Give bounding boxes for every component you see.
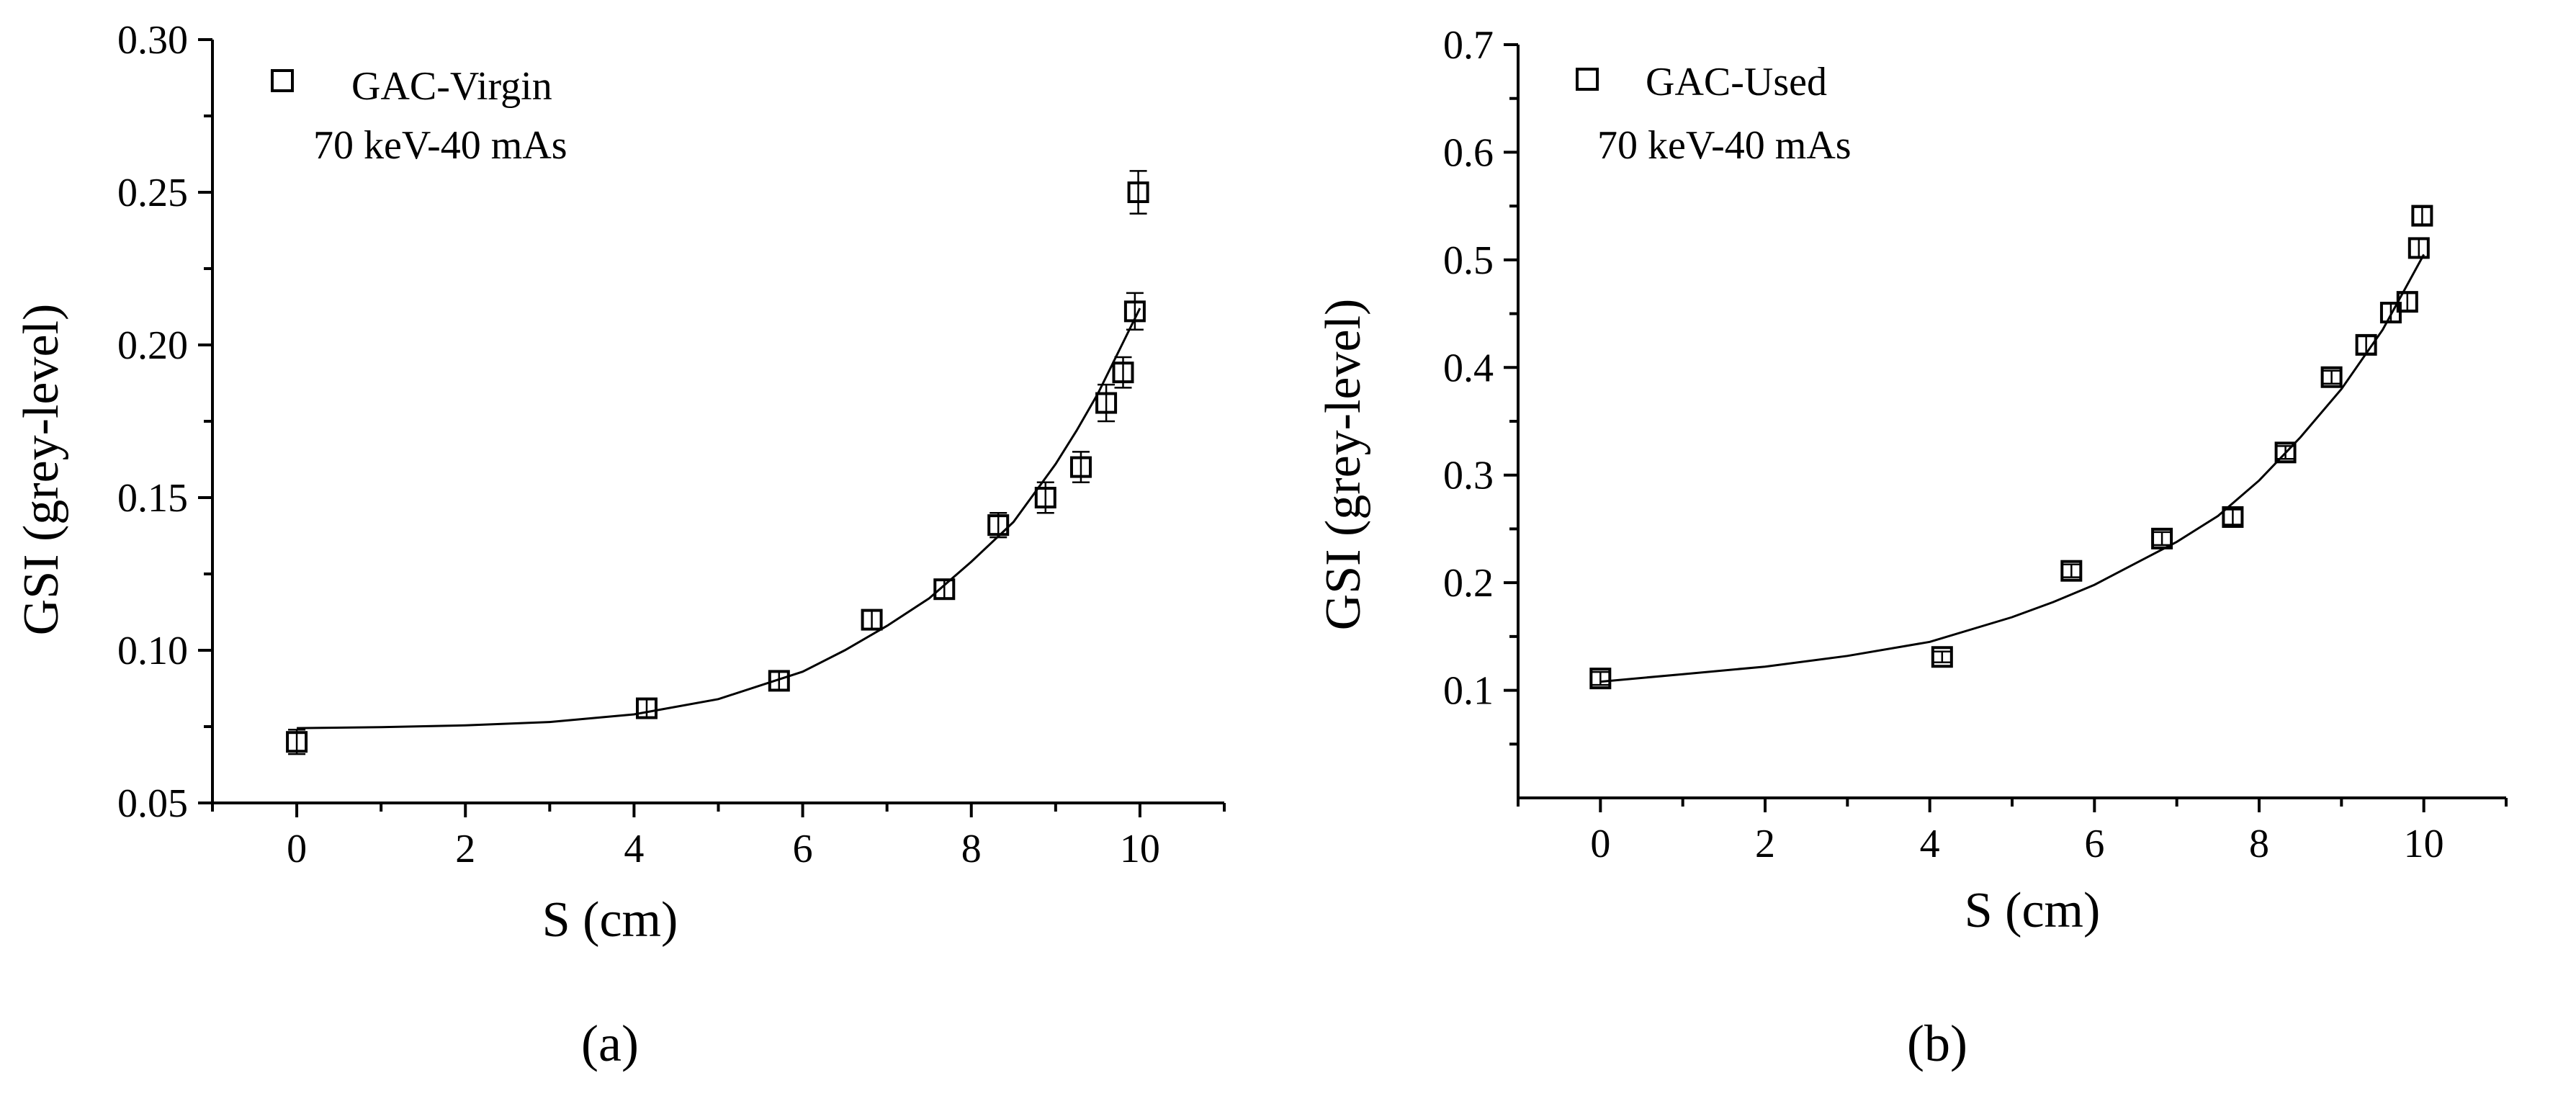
panel-label-b: (b)	[1907, 1015, 1967, 1072]
data-point-a	[1069, 456, 1092, 478]
x-tick-label-b: 0	[1590, 822, 1610, 866]
y-tick-label-b: 0.4	[1443, 346, 1494, 390]
legend-marker-a	[271, 69, 294, 92]
data-point-a	[933, 578, 956, 601]
y-tick-label-b: 0.1	[1443, 669, 1494, 714]
data-point-a	[635, 697, 658, 719]
y-tick-label-a: 0.15	[117, 476, 188, 521]
legend-series-name-a: GAC-Virgin	[351, 64, 552, 109]
data-point-b	[2355, 333, 2377, 356]
data-points-a	[286, 170, 1149, 755]
data-point-a	[286, 731, 308, 753]
data-point-a	[768, 670, 790, 692]
data-point-a	[1095, 392, 1118, 414]
y-tick-label-a: 0.10	[117, 629, 188, 673]
data-point-b	[1589, 668, 1612, 690]
legend-marker-b	[1576, 68, 1599, 91]
y-tick-label-b: 0.2	[1443, 561, 1494, 606]
chart-panel-b: 0 2 4 6 8 10 0.1 0.2 0.3 0.4 0.5 0.6 0.7 GAC-Used 70…	[1316, 23, 2508, 1072]
ticks-b: 0 2 4 6 8 10 0.1 0.2 0.3 0.4 0.5 0.6 0.7	[1443, 23, 2508, 866]
data-point-b	[2411, 205, 2433, 227]
data-point-b	[1931, 646, 1953, 668]
x-tick-label-a: 4	[624, 827, 644, 871]
chart-panel-a: 0 2 4 6 8 10 0.05 0.10 0.15 0.20 0.25 0.30 GAC-Virg…	[14, 18, 1226, 1072]
data-point-a	[1123, 300, 1146, 323]
y-tick-label-b: 0.5	[1443, 238, 1494, 283]
x-tick-label-a: 2	[455, 827, 475, 871]
data-point-a	[861, 609, 883, 631]
fit-curve-b	[1600, 253, 2425, 683]
x-tick-label-b: 4	[1920, 822, 1940, 866]
fit-line-a	[297, 307, 1141, 729]
data-point-b	[2320, 366, 2343, 388]
x-tick-label-a: 6	[793, 827, 813, 871]
legend-b: GAC-Used 70 keV-40 mAs	[1576, 60, 1852, 168]
data-point-a	[1034, 487, 1056, 508]
fit-curve-a	[297, 307, 1141, 729]
legend-condition-b: 70 keV-40 mAs	[1597, 123, 1852, 168]
y-tick-label-a: 0.05	[117, 781, 188, 826]
data-point-a	[1127, 181, 1149, 203]
x-tick-label-a: 0	[287, 827, 307, 871]
x-axis-title-a: S (cm)	[542, 892, 678, 948]
ticks-a: 0 2 4 6 8 10 0.05 0.10 0.15 0.20 0.25 0.30	[117, 18, 1226, 871]
data-point-b	[2060, 560, 2083, 582]
legend-a: GAC-Virgin 70 keV-40 mAs	[271, 64, 567, 168]
y-tick-label-b: 0.3	[1443, 454, 1494, 498]
y-tick-label-b: 0.6	[1443, 130, 1494, 175]
x-tick-label-a: 10	[1120, 827, 1160, 871]
x-tick-label-a: 8	[961, 827, 982, 871]
legend-series-name-b: GAC-Used	[1646, 60, 1827, 104]
legend-condition-a: 70 keV-40 mAs	[313, 123, 567, 168]
data-points-b	[1589, 205, 2433, 690]
fit-line-b	[1600, 253, 2425, 683]
data-point-b	[2396, 291, 2418, 313]
x-tick-label-b: 8	[2249, 822, 2269, 866]
data-point-b	[2151, 527, 2173, 549]
y-tick-label-a: 0.20	[117, 323, 188, 368]
y-tick-label-a: 0.30	[117, 18, 188, 63]
x-tick-label-b: 10	[2404, 822, 2444, 866]
x-axis-title-b: S (cm)	[1965, 883, 2101, 938]
panel-label-a: (a)	[581, 1015, 639, 1072]
y-axis-title-a: GSI (grey-level)	[14, 304, 69, 636]
data-point-a	[1112, 362, 1134, 384]
x-tick-label-b: 2	[1755, 822, 1775, 866]
data-point-a	[987, 514, 1010, 536]
y-axis-title-b: GSI (grey-level)	[1316, 299, 1371, 631]
x-tick-label-b: 6	[2084, 822, 2104, 866]
y-tick-label-b: 0.7	[1443, 23, 1494, 68]
data-point-b	[2274, 441, 2297, 464]
data-point-b	[2407, 237, 2430, 259]
data-point-b	[2222, 506, 2244, 528]
y-tick-label-a: 0.25	[117, 171, 188, 215]
